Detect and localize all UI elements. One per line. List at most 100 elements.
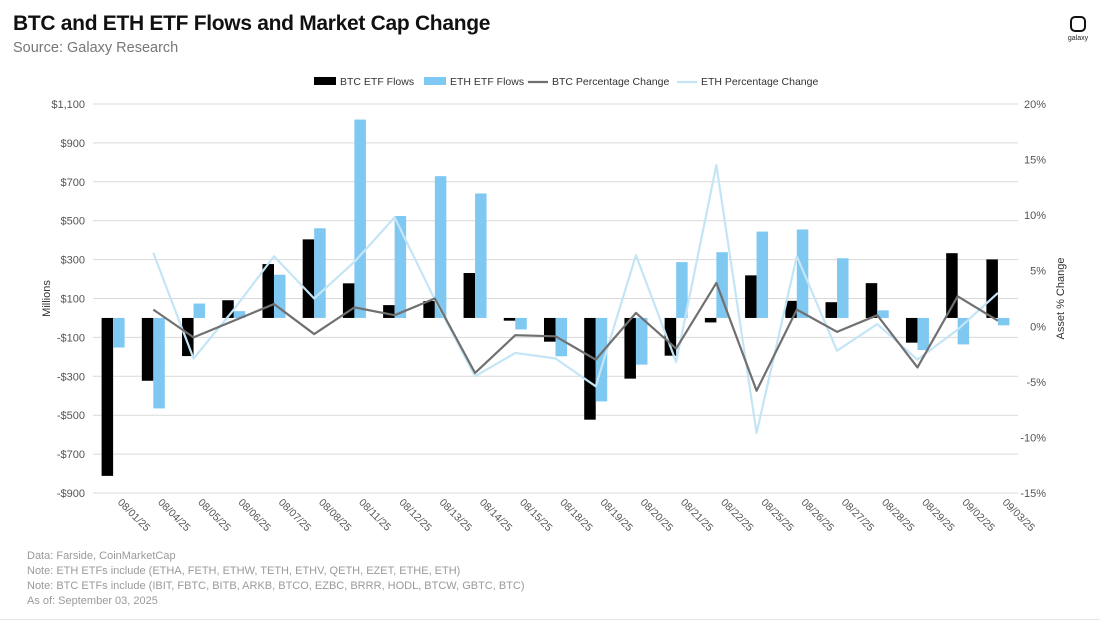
y-tick-label: $300 <box>61 255 85 267</box>
btc-bar <box>141 317 154 381</box>
btc-bar <box>785 300 797 318</box>
btc-bar <box>704 317 717 323</box>
btc-bar <box>463 273 476 318</box>
eth-bar <box>555 317 567 357</box>
note-line: Note: ETH ETFs include (ETHA, FETH, ETHW… <box>27 565 461 577</box>
x-tick-label: 08/01/25 <box>115 497 152 534</box>
note-line: Note: BTC ETFs include (IBIT, FBTC, BITB… <box>27 580 525 592</box>
eth-bar <box>957 317 970 345</box>
btc-bar <box>584 317 596 420</box>
y-tick-label: $900 <box>61 138 85 150</box>
eth-bar <box>635 317 648 365</box>
btc-bar <box>342 283 355 318</box>
x-tick-label: 08/20/25 <box>638 497 675 534</box>
galaxy-logo-text: galaxy <box>1067 35 1089 42</box>
y2-tick-label: 0% <box>1030 321 1046 333</box>
x-tick-label: 08/07/25 <box>276 497 313 534</box>
eth-bar <box>113 317 125 348</box>
x-tick-label: 09/02/25 <box>960 497 997 534</box>
galaxy-logo: galaxy <box>1064 16 1092 42</box>
x-tick-label: 08/15/25 <box>517 497 554 534</box>
eth-bar <box>153 317 165 409</box>
y-tick-label: -$700 <box>57 449 85 461</box>
footer-divider <box>0 619 1100 620</box>
y-tick-label: $500 <box>61 216 85 228</box>
btc-bar <box>262 264 274 318</box>
x-tick-label: 08/29/25 <box>919 497 956 534</box>
y2-tick-label: -5% <box>1026 377 1046 389</box>
btc-bar <box>302 239 315 318</box>
note-line: Data: Farside, CoinMarketCap <box>27 550 176 562</box>
eth-bar <box>756 231 769 318</box>
y-tick-label: -$500 <box>57 410 85 422</box>
chart-notes: Data: Farside, CoinMarketCap Note: ETH E… <box>27 549 525 609</box>
y-tick-label: $1,100 <box>51 99 85 111</box>
y-axis-title: Millions <box>41 280 53 317</box>
y2-tick-label: -10% <box>1020 432 1046 444</box>
eth-bar <box>917 317 929 351</box>
btc-bar <box>624 317 636 379</box>
eth-bar <box>233 311 246 318</box>
x-tick-label: 08/11/25 <box>356 497 393 534</box>
y-tick-label: $100 <box>61 294 85 306</box>
eth-bar <box>193 303 206 318</box>
btc-bar <box>986 259 998 318</box>
x-tick-label: 08/22/25 <box>718 497 755 534</box>
eth-bar <box>837 258 849 318</box>
x-tick-label: 08/05/25 <box>195 497 232 534</box>
x-tick-label: 08/21/25 <box>678 497 715 534</box>
eth-percentage-line <box>152 164 999 435</box>
y2-tick-label: 15% <box>1024 155 1046 167</box>
legend-eth-line-label: ETH Percentage Change <box>701 76 818 88</box>
eth-bar <box>434 176 447 318</box>
eth-bar <box>475 193 487 318</box>
note-line: As of: September 03, 2025 <box>27 595 158 607</box>
legend-btc-swatch <box>314 77 336 85</box>
y2-tick-label: 20% <box>1024 99 1046 111</box>
btc-bar <box>503 317 516 321</box>
btc-bar <box>222 300 234 318</box>
x-tick-label: 08/25/25 <box>758 497 795 534</box>
eth-bar <box>354 119 366 318</box>
x-tick-label: 08/04/25 <box>155 497 192 534</box>
y2-tick-label: -15% <box>1020 488 1046 500</box>
x-tick-label: 08/18/25 <box>557 497 594 534</box>
x-tick-label: 08/13/25 <box>437 497 474 534</box>
eth-bar <box>314 228 326 318</box>
y2-tick-label: 5% <box>1030 266 1046 278</box>
y2-axis-title: Asset % Change <box>1055 258 1067 340</box>
eth-bar <box>273 274 286 318</box>
legend-eth-swatch <box>424 77 446 85</box>
x-tick-label: 08/08/25 <box>316 497 353 534</box>
btc-bar <box>182 317 194 357</box>
x-tick-label: 08/26/25 <box>799 497 836 534</box>
x-tick-label: 08/27/25 <box>839 497 876 534</box>
btc-bar <box>745 275 757 318</box>
y-tick-label: -$100 <box>57 332 85 344</box>
y-tick-label: -$300 <box>57 371 85 383</box>
x-tick-label: 08/12/25 <box>397 497 434 534</box>
y2-tick-label: 10% <box>1024 210 1046 222</box>
eth-bar <box>877 310 889 318</box>
eth-bar <box>676 262 688 318</box>
legend-eth-label: ETH ETF Flows <box>450 76 524 88</box>
y-tick-label: -$900 <box>57 488 85 500</box>
galaxy-logo-icon <box>1070 16 1086 32</box>
chart-title: BTC and ETH ETF Flows and Market Cap Cha… <box>13 12 491 35</box>
btc-bar <box>905 317 918 343</box>
eth-bar <box>716 252 728 318</box>
btc-bar <box>825 302 838 318</box>
eth-bar <box>394 216 407 318</box>
btc-bar <box>865 283 878 318</box>
eth-bar <box>595 317 608 402</box>
btc-bar <box>423 301 435 318</box>
y-tick-label: $700 <box>61 177 85 189</box>
btc-bar <box>664 317 677 356</box>
btc-bar <box>101 317 114 476</box>
x-tick-label: 08/19/25 <box>598 497 635 534</box>
eth-bar <box>515 317 527 330</box>
x-tick-label: 09/03/25 <box>1000 497 1037 534</box>
chart-subtitle: Source: Galaxy Research <box>13 40 179 56</box>
eth-bar <box>997 317 1010 326</box>
